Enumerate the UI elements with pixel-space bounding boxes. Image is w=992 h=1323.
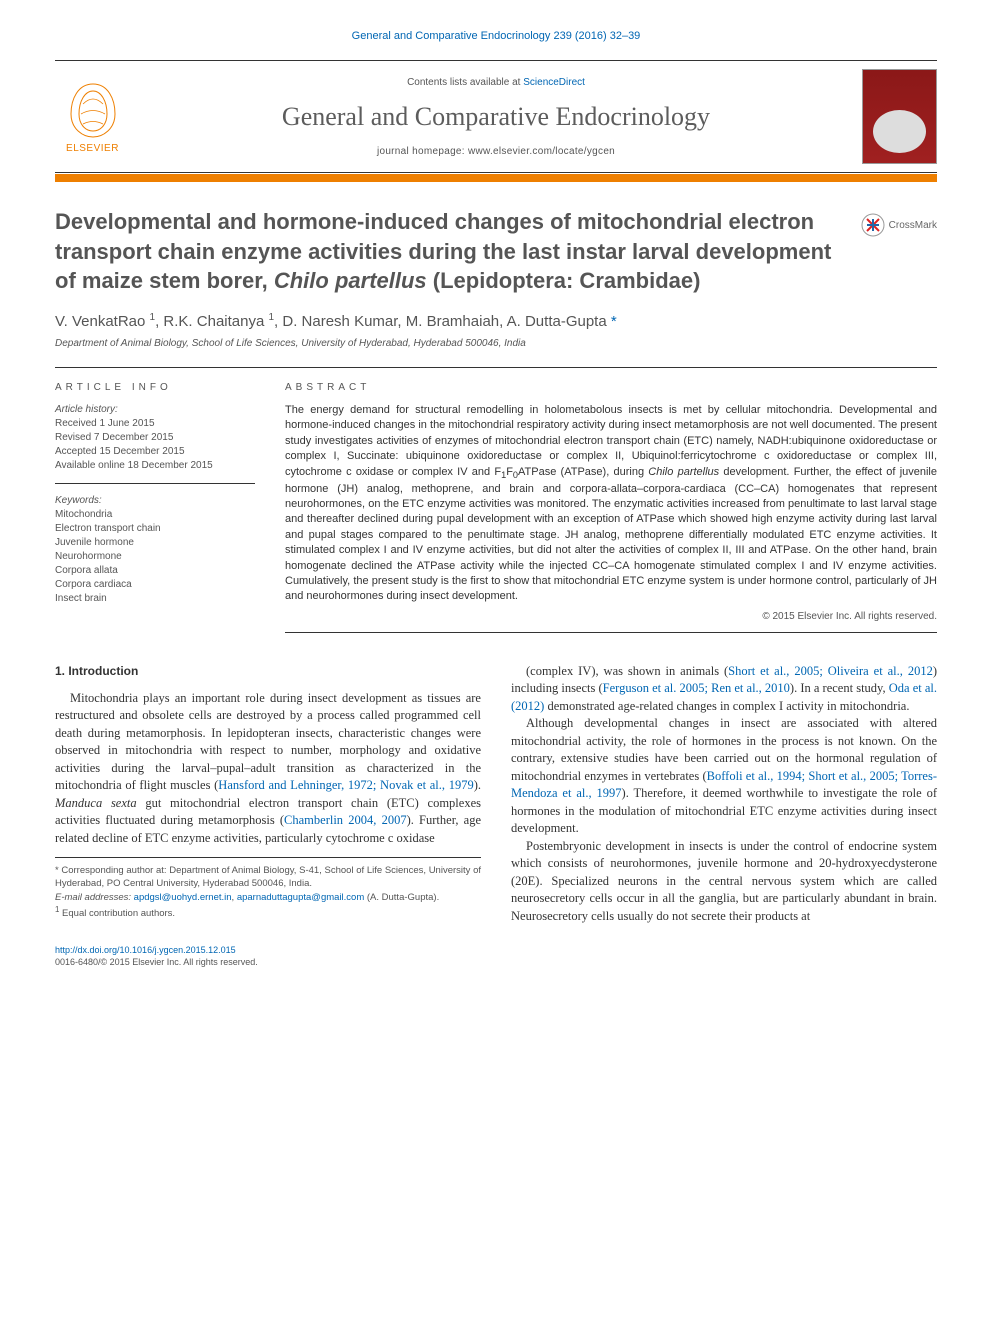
sciencedirect-link[interactable]: ScienceDirect [523,77,585,88]
issn-copyright: 0016-6480/© 2015 Elsevier Inc. All right… [55,957,258,967]
email-addresses: E-mail addresses: apdgsl@uohyd.ernet.in,… [55,891,481,904]
footnotes: * Corresponding author at: Department of… [55,857,481,920]
journal-citation: General and Comparative Endocrinology 23… [55,30,937,42]
elsevier-wordmark: ELSEVIER [55,143,130,154]
abstract-column: ABSTRACT The energy demand for structura… [285,382,937,633]
journal-cover-thumbnail [862,69,937,164]
divider [55,172,937,173]
body-paragraph: Mitochondria plays an important role dur… [55,690,481,848]
email-link-1[interactable]: apdgsl@uohyd.ernet.in [134,892,232,903]
corresponding-author-note: * Corresponding author at: Department of… [55,864,481,891]
abstract-heading: ABSTRACT [285,382,937,393]
abstract-text: The energy demand for structural remodel… [285,403,937,605]
homepage-url[interactable]: www.elsevier.com/locate/ygcen [468,146,615,157]
doi-link[interactable]: http://dx.doi.org/10.1016/j.ygcen.2015.1… [55,945,236,955]
article-title: Developmental and hormone-induced change… [55,207,841,296]
journal-header: ELSEVIER Contents lists available at Sci… [55,61,937,172]
body-paragraph: Postembryonic development in insects is … [511,838,937,926]
contents-available: Contents lists available at ScienceDirec… [148,77,844,88]
article-body: 1. Introduction Mitochondria plays an im… [55,663,937,926]
author-list: V. VenkatRao 1, R.K. Chaitanya 1, D. Nar… [55,312,937,330]
intro-heading: 1. Introduction [55,663,481,680]
crossmark-icon [861,213,885,237]
journal-homepage: journal homepage: www.elsevier.com/locat… [148,146,844,157]
body-paragraph: (complex IV), was shown in animals (Shor… [511,663,937,716]
article-info-column: ARTICLE INFO Article history: Received 1… [55,382,255,633]
body-paragraph: Although developmental changes in insect… [511,715,937,838]
footer-block: http://dx.doi.org/10.1016/j.ygcen.2015.1… [55,945,937,968]
affiliation: Department of Animal Biology, School of … [55,338,937,349]
equal-contribution-note: 1 Equal contribution authors. [55,904,481,920]
keywords-block: Keywords: Mitochondria Electron transpor… [55,494,255,616]
article-info-heading: ARTICLE INFO [55,382,255,393]
abstract-copyright: © 2015 Elsevier Inc. All rights reserved… [285,611,937,633]
elsevier-logo: ELSEVIER [55,79,130,154]
article-history: Article history: Received 1 June 2015 Re… [55,403,255,484]
accent-bar [55,174,937,182]
crossmark-badge[interactable]: CrossMark [861,213,937,237]
email-link-2[interactable]: aparnaduttagupta@gmail.com [237,892,364,903]
journal-name: General and Comparative Endocrinology [148,102,844,132]
